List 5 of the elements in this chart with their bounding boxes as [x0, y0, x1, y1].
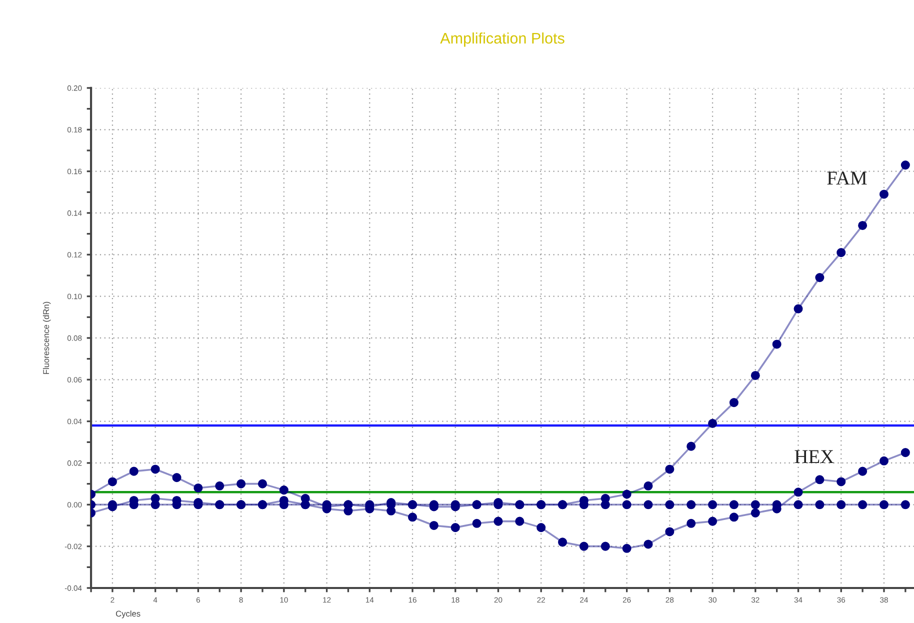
x-axis-title: Cycles	[116, 610, 140, 618]
chart-title: Amplification Plots	[440, 32, 564, 47]
series-label: FAM	[827, 172, 867, 185]
series-label: HEX	[794, 450, 834, 464]
y-axis-title: Fluorescence (dRn)	[42, 302, 51, 374]
